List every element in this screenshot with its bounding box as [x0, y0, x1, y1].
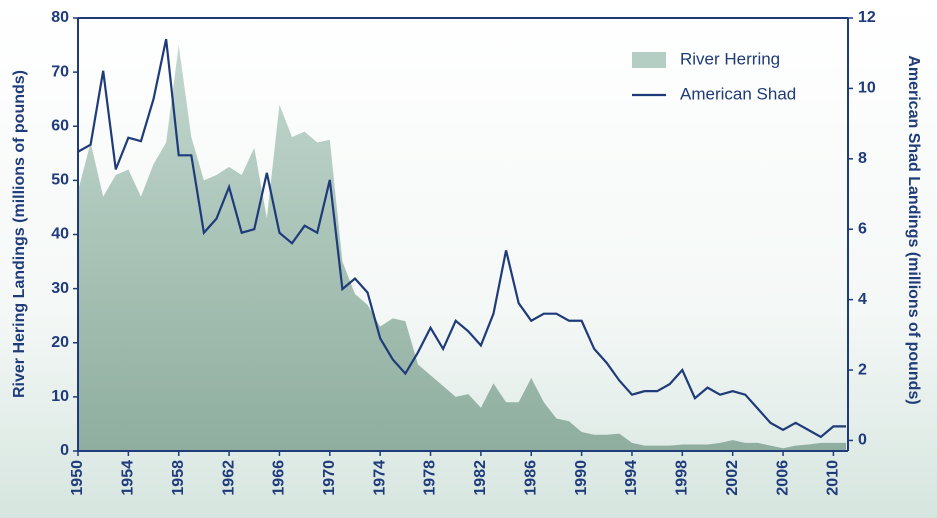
y-tick-label: 0	[60, 442, 69, 459]
x-tick-label: 1954	[120, 460, 137, 496]
y-tick-label: 10	[51, 388, 69, 405]
x-tick-label: 1962	[220, 460, 237, 496]
x-tick-label: 1998	[674, 460, 691, 496]
y2-tick-label: 12	[858, 9, 876, 26]
line	[77, 38, 846, 439]
y-tick-label: 40	[51, 226, 69, 243]
legend-label: River Herring	[680, 49, 780, 68]
y2-tick-label: 4	[858, 291, 867, 308]
y-tick-label: 60	[51, 117, 69, 134]
y-tick-label: 70	[51, 63, 69, 80]
legend-swatch	[632, 52, 666, 68]
area	[78, 45, 846, 451]
x-tick-label: 1994	[623, 460, 640, 496]
x-tick-label: 1950	[69, 460, 86, 496]
x-tick-label: 2006	[774, 460, 791, 496]
y-tick-label: 80	[51, 9, 69, 26]
y-tick-label: 30	[51, 280, 69, 297]
y2-tick-label: 10	[858, 80, 876, 97]
x-tick-label: 1966	[271, 460, 288, 496]
x-tick-label: 1982	[472, 460, 489, 496]
y2-axis-label: American Shad Landings (millions of poun…	[905, 55, 922, 404]
x-tick-label: 2010	[825, 460, 842, 496]
y2-tick-label: 0	[858, 432, 867, 449]
legend-label: American Shad	[680, 84, 796, 103]
x-tick-label: 1974	[371, 460, 388, 496]
y-tick-label: 20	[51, 334, 69, 351]
y2-tick-label: 2	[858, 361, 867, 378]
y-axis-label: River Hering Landings (millions of pound…	[11, 70, 28, 398]
x-tick-label: 1958	[170, 460, 187, 496]
x-tick-label: 1978	[422, 460, 439, 496]
y2-tick-label: 8	[858, 150, 867, 167]
x-tick-label: 1970	[321, 460, 338, 496]
x-tick-label: 1986	[522, 460, 539, 496]
y-tick-label: 50	[51, 172, 69, 189]
x-tick-label: 1990	[573, 460, 590, 496]
x-tick-label: 2002	[724, 460, 741, 496]
y2-tick-label: 6	[858, 220, 867, 237]
